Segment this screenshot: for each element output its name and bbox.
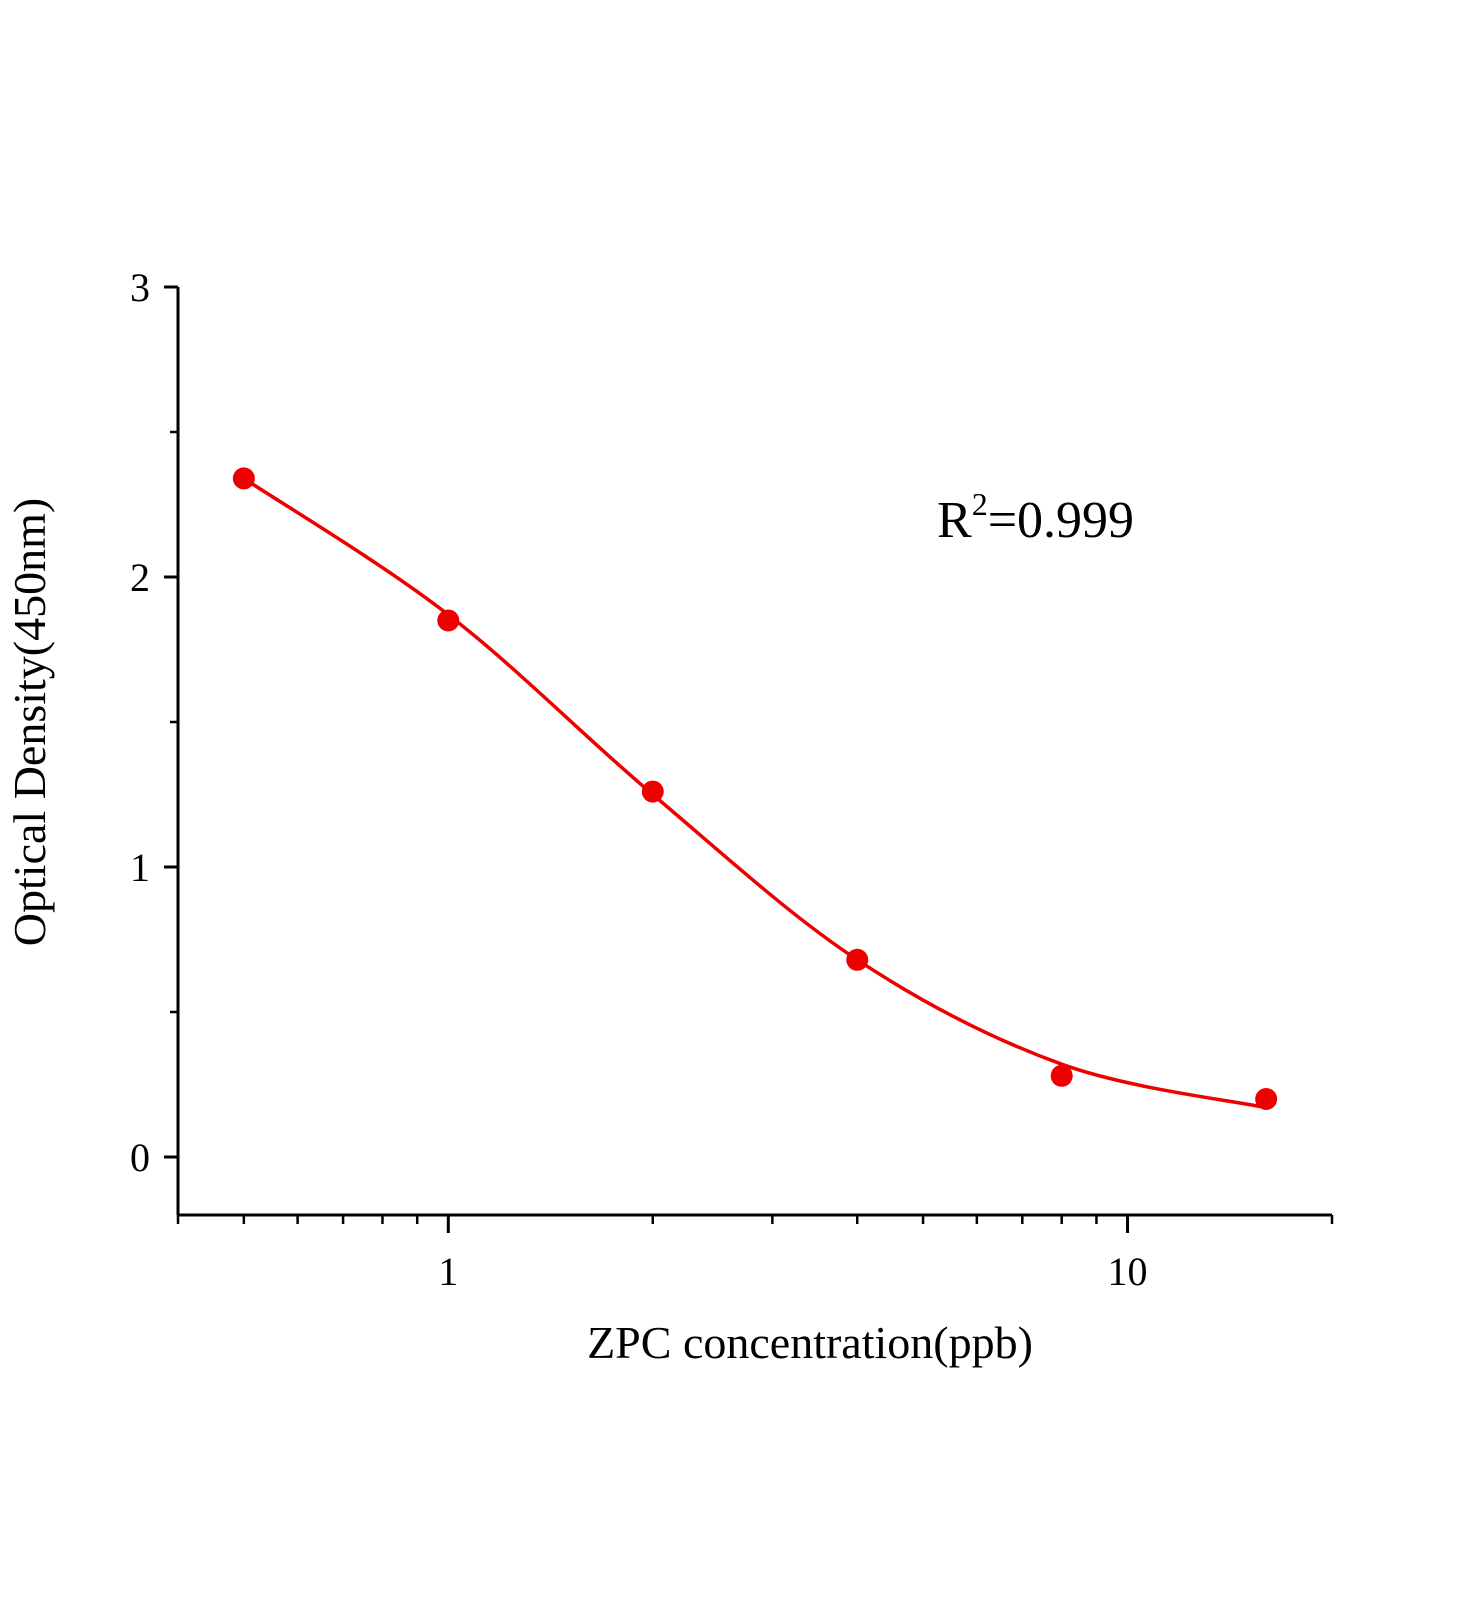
- data-point: [1255, 1088, 1278, 1110]
- annotation-rest: =0.999: [988, 492, 1134, 549]
- data-point: [846, 948, 869, 971]
- x-axis-label: ZPC concentration(ppb): [587, 1317, 1033, 1368]
- data-point: [1050, 1064, 1073, 1087]
- data-points: [232, 467, 1278, 1110]
- x-tick-label: 10: [1108, 1249, 1148, 1294]
- x-tick-label: 1: [438, 1249, 458, 1294]
- annotation-sup: 2: [972, 486, 988, 522]
- y-tick-label: 0: [130, 1135, 150, 1180]
- y-tick-label: 1: [130, 845, 150, 890]
- y-tick-label: 3: [130, 265, 150, 310]
- fit-curve: [242, 476, 1267, 1110]
- y-tick-label: 2: [130, 555, 150, 600]
- y-axis-label: Optical Density(450nm): [4, 498, 55, 946]
- data-point: [641, 780, 664, 803]
- data-point: [437, 609, 460, 632]
- annotation-base: R: [937, 492, 972, 549]
- r-squared-annotation: R2=0.999: [937, 486, 1134, 549]
- data-point: [232, 467, 255, 490]
- axes: 0 1 2 3 1 10: [130, 265, 1334, 1294]
